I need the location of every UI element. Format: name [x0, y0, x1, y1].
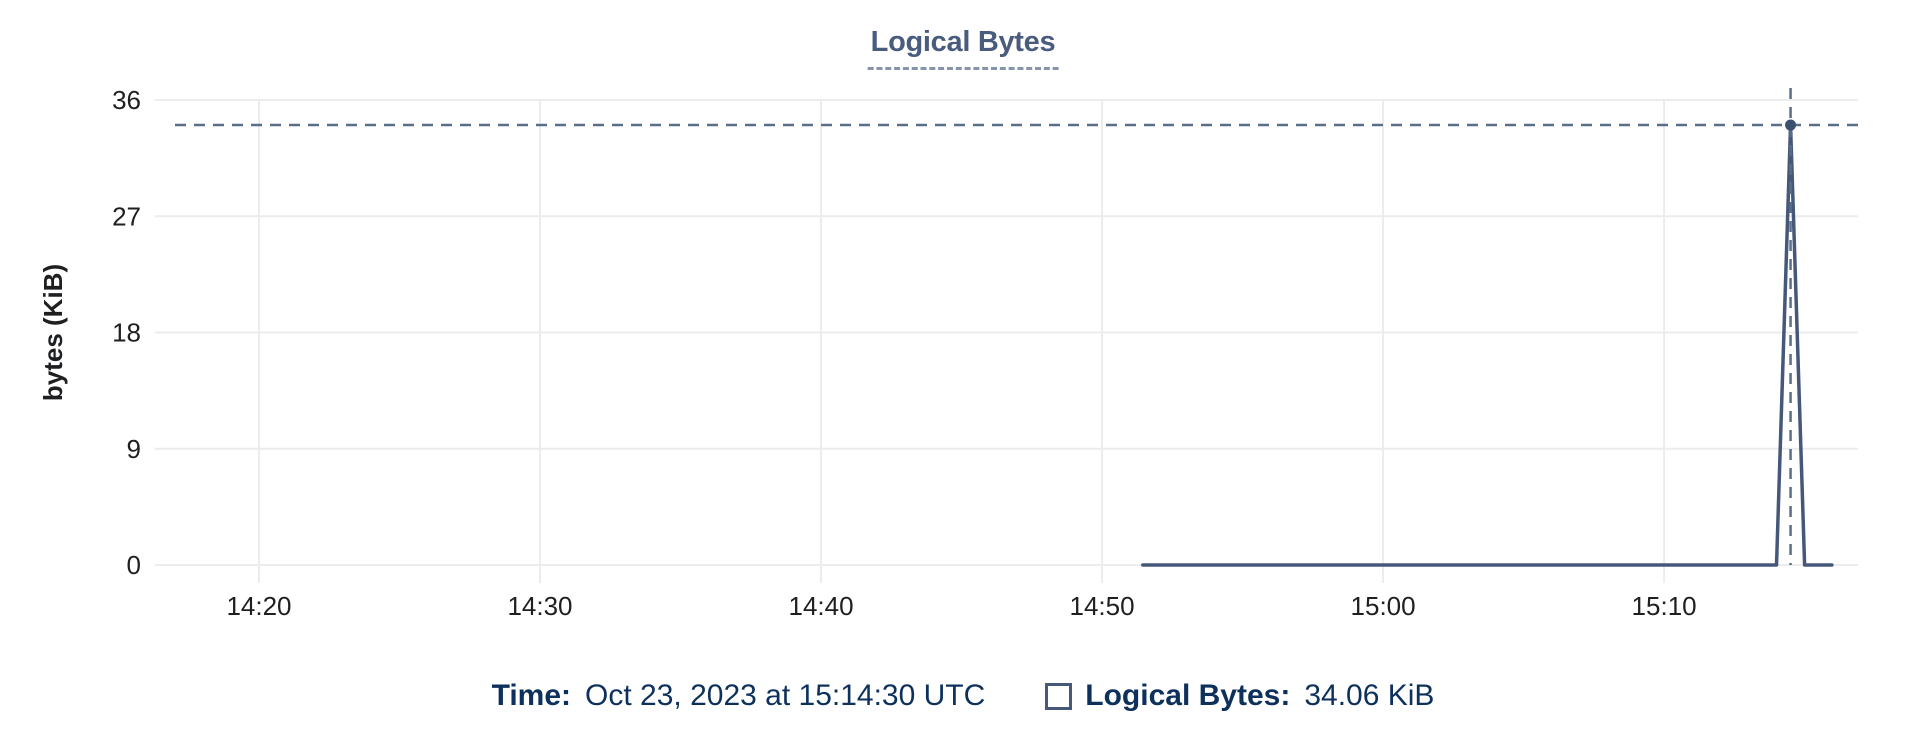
- x-tick-label: 14:40: [788, 591, 853, 621]
- y-tick-label: 27: [112, 201, 141, 231]
- series-line-logical-bytes: [1141, 123, 1834, 567]
- tooltip-series-value: 34.06 KiB: [1304, 679, 1435, 712]
- tooltip-series-label: Logical Bytes:: [1085, 679, 1291, 712]
- y-tick-label: 18: [112, 318, 141, 348]
- y-tick-label: 9: [127, 434, 141, 464]
- chart-tooltip-legend: Time: Oct 23, 2023 at 15:14:30 UTC Logic…: [0, 676, 1926, 716]
- x-tick-label: 14:20: [226, 591, 291, 621]
- x-tick-label: 14:50: [1070, 591, 1135, 621]
- series-swatch-icon[interactable]: [1045, 682, 1073, 710]
- chart-title[interactable]: Logical Bytes: [867, 26, 1059, 70]
- x-tick-label: 15:00: [1351, 591, 1416, 621]
- tooltip-time-value: Oct 23, 2023 at 15:14:30 UTC: [585, 679, 986, 712]
- y-tick-label: 0: [127, 550, 141, 580]
- y-tick-label: 36: [112, 85, 141, 115]
- tooltip-time-label: Time:: [491, 679, 572, 712]
- y-axis-title: bytes (KiB): [38, 264, 68, 401]
- x-tick-label: 14:30: [507, 591, 572, 621]
- x-tick-label: 15:10: [1632, 591, 1697, 621]
- peak-point[interactable]: [1785, 119, 1797, 131]
